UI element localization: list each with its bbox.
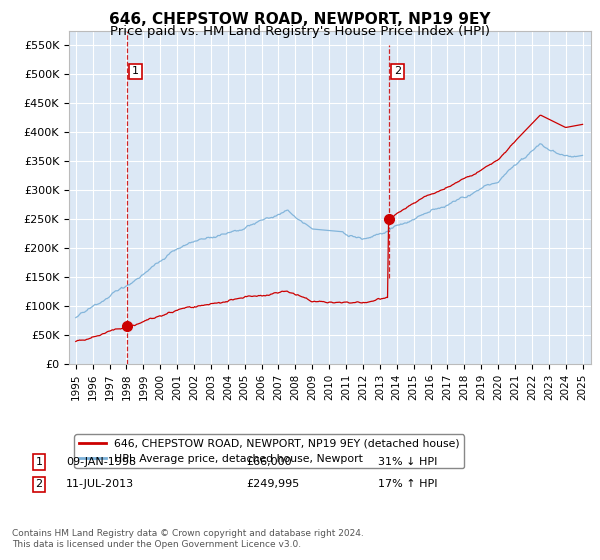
Text: 1: 1 <box>132 67 139 76</box>
Text: 2: 2 <box>35 479 43 489</box>
Text: Contains HM Land Registry data © Crown copyright and database right 2024.
This d: Contains HM Land Registry data © Crown c… <box>12 529 364 549</box>
Text: 17% ↑ HPI: 17% ↑ HPI <box>378 479 437 489</box>
Text: £249,995: £249,995 <box>246 479 299 489</box>
Text: 31% ↓ HPI: 31% ↓ HPI <box>378 457 437 467</box>
Text: 2: 2 <box>394 67 401 76</box>
Text: 646, CHEPSTOW ROAD, NEWPORT, NP19 9EY: 646, CHEPSTOW ROAD, NEWPORT, NP19 9EY <box>109 12 491 27</box>
Text: Price paid vs. HM Land Registry's House Price Index (HPI): Price paid vs. HM Land Registry's House … <box>110 25 490 38</box>
Text: 11-JUL-2013: 11-JUL-2013 <box>66 479 134 489</box>
Legend: 646, CHEPSTOW ROAD, NEWPORT, NP19 9EY (detached house), HPI: Average price, deta: 646, CHEPSTOW ROAD, NEWPORT, NP19 9EY (d… <box>74 435 464 469</box>
Text: £66,000: £66,000 <box>246 457 292 467</box>
Text: 1: 1 <box>35 457 43 467</box>
Text: 09-JAN-1998: 09-JAN-1998 <box>66 457 136 467</box>
